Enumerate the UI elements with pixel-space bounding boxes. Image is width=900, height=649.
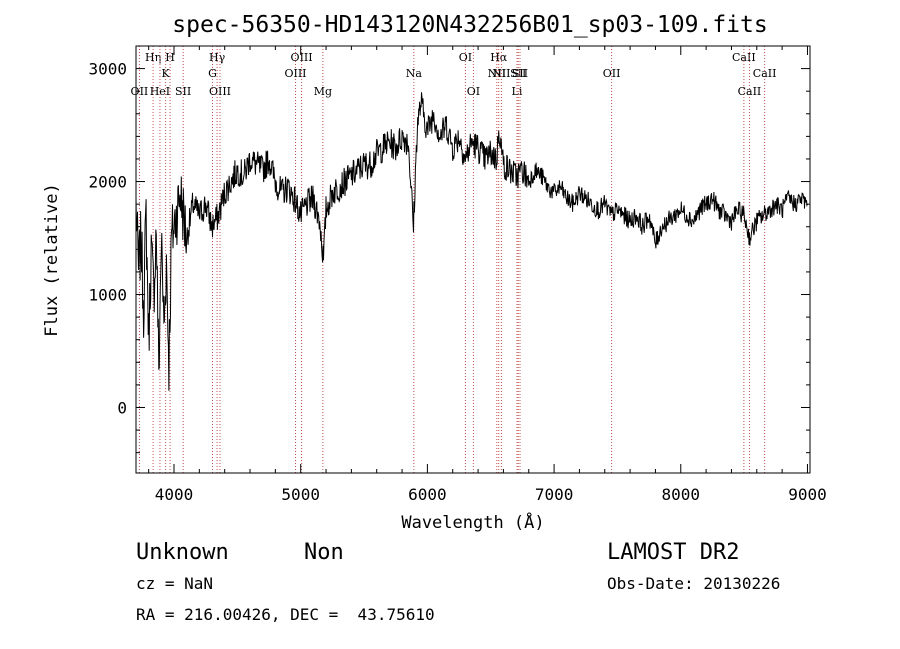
line-marker-label: OII (603, 67, 621, 80)
y-tick-label: 2000 (88, 173, 127, 192)
x-tick-label: 5000 (281, 485, 320, 504)
x-tick-label: 8000 (662, 485, 701, 504)
plot-frame (135, 45, 811, 474)
line-marker-label: NII (492, 67, 510, 80)
line-marker-label: Hγ (209, 51, 226, 64)
line-marker-label: Hη (145, 51, 161, 64)
line-marker-label: H (165, 51, 175, 64)
line-marker-label: SII (510, 67, 526, 80)
line-marker-label: K (162, 67, 171, 80)
spectrum-line (135, 92, 808, 391)
line-marker-label: CaII (753, 67, 777, 80)
x-tick-label: 7000 (535, 485, 574, 504)
y-tick-label: 3000 (88, 60, 127, 79)
line-marker-label: Hα (490, 51, 508, 64)
line-marker-label: Li (512, 85, 523, 98)
line-marker-label: CaII (732, 51, 756, 64)
y-tick-label: 0 (117, 398, 127, 417)
x-tick-label: 9000 (788, 485, 827, 504)
line-marker-label: OIII (291, 51, 313, 64)
cz-text: cz = NaN (136, 574, 213, 593)
line-marker-label: SII (512, 67, 528, 80)
survey-label: LAMOST DR2 (607, 540, 739, 565)
x-tick-label: 6000 (408, 485, 447, 504)
line-marker-label: OI (467, 85, 480, 98)
x-axis: 4000 5000 6000 7000 8000 9000 (148, 46, 827, 504)
line-marker-label: OIII (209, 85, 231, 98)
line-markers: OII Hη HeI KH SII G Hγ OIII OIII OIII Mg Na OI OI NII H… (131, 46, 777, 473)
line-marker-label: G (208, 67, 217, 80)
class-label: Unknown (136, 540, 229, 565)
chart-title: spec-56350-HD143120N432256B01_sp03-109.f… (172, 12, 767, 38)
line-marker-label: Na (406, 67, 423, 80)
x-axis-label: Wavelength (Å) (401, 511, 544, 533)
series-layer (135, 92, 808, 391)
y-axis-label: Flux (relative) (42, 183, 62, 337)
line-marker-label: OIII (284, 67, 306, 80)
subclass-label: Non (304, 540, 344, 565)
line-marker-label: SII (175, 85, 191, 98)
y-axis: 0 1000 2000 3000 (88, 60, 810, 454)
coords-text: RA = 216.00426, DEC = 43.75610 (136, 605, 435, 624)
line-marker-label: Mg (314, 85, 332, 98)
line-marker-label: CaII (738, 85, 762, 98)
line-marker-label: OI (459, 51, 472, 64)
x-tick-label: 4000 (155, 485, 194, 504)
obsdate-text: Obs-Date: 20130226 (607, 574, 780, 593)
line-marker-label: HeI (150, 85, 170, 98)
y-tick-label: 1000 (88, 286, 127, 305)
